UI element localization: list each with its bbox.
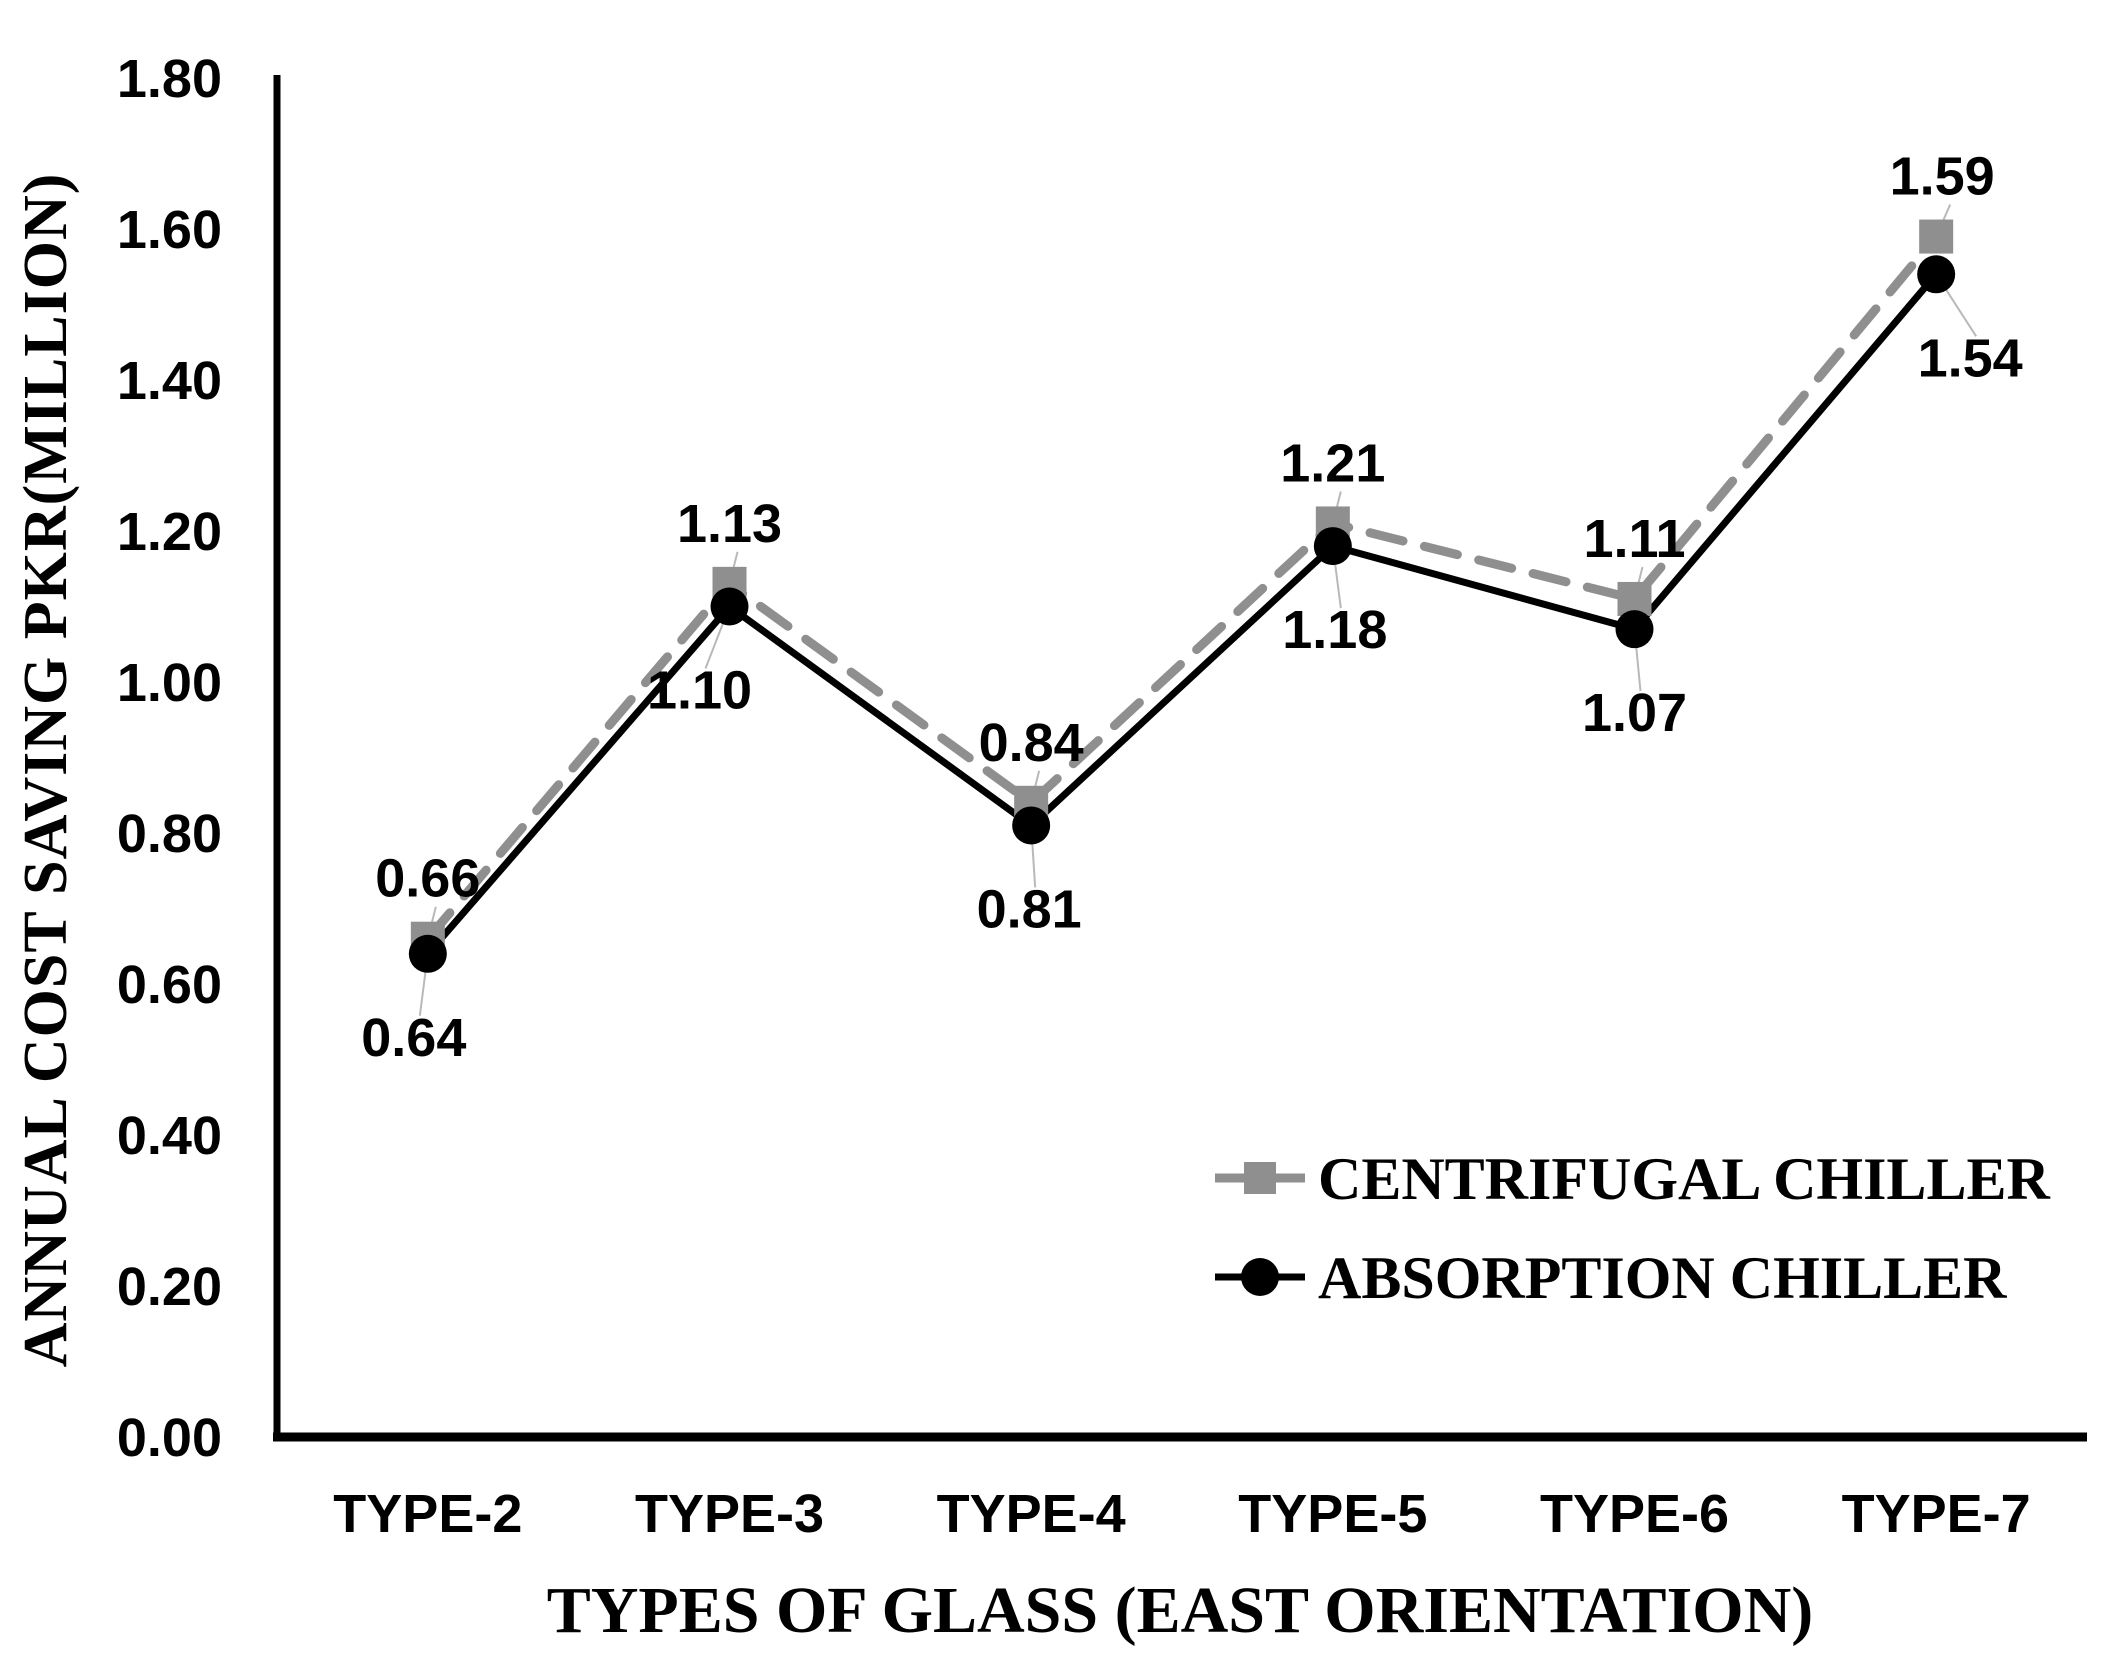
- legend-item-centrifugal-chiller: CENTRIFUGAL CHILLER: [1215, 1146, 2050, 1212]
- data-label: 1.54: [1918, 328, 2023, 388]
- marker-circle: [710, 587, 749, 626]
- y-tick-label: 0.40: [117, 1106, 222, 1166]
- x-tick-label: TYPE-3: [635, 1484, 824, 1544]
- x-axis-title: TYPES OF GLASS (EAST ORIENTATION): [547, 1574, 1814, 1647]
- data-label: 0.64: [361, 1008, 466, 1068]
- marker-circle: [1615, 610, 1654, 649]
- legend-marker-circle: [1241, 1258, 1279, 1296]
- y-axis-title: ANNUAL COST SAVING PKR(MILLION): [12, 173, 80, 1368]
- marker-circle: [408, 934, 447, 973]
- data-label: 1.11: [1583, 509, 1685, 569]
- marker-square: [1919, 219, 1954, 254]
- y-tick-label: 0.60: [117, 955, 222, 1015]
- data-label: 1.21: [1280, 433, 1385, 493]
- x-tick-label: TYPE-6: [1540, 1484, 1729, 1544]
- y-tick-label: 1.20: [117, 502, 222, 562]
- data-label: 0.66: [375, 849, 480, 909]
- data-label: 1.10: [647, 661, 752, 721]
- y-tick-label: 1.00: [117, 653, 222, 713]
- legend-item-label: ABSORPTION CHILLER: [1318, 1245, 2007, 1311]
- data-label: 1.18: [1282, 600, 1387, 660]
- y-tick-label: 1.80: [117, 49, 222, 109]
- series-line-centrifugal-chiller: [423, 232, 1941, 944]
- legend: CENTRIFUGAL CHILLER ABSORPTION CHILLER: [1215, 1146, 2050, 1311]
- plot-area: 0.00 0.20 0.40 0.60 0.80 1.00 1.20 1.40 1.60 1.80…: [117, 49, 2087, 1544]
- y-tick-label: 0.20: [117, 1257, 222, 1317]
- data-label: 0.84: [979, 713, 1084, 773]
- marker-circle: [1313, 527, 1352, 566]
- data-label: 1.07: [1582, 683, 1687, 743]
- legend-item-absorption-chiller: ABSORPTION CHILLER: [1215, 1245, 2007, 1311]
- x-tick-label: TYPE-7: [1842, 1484, 2031, 1544]
- data-label: 1.59: [1890, 147, 1995, 207]
- legend-item-label: CENTRIFUGAL CHILLER: [1318, 1146, 2050, 1212]
- x-tick-label: TYPE-2: [333, 1484, 522, 1544]
- y-tick-label: 0.80: [117, 804, 222, 864]
- y-tick-label: 1.60: [117, 200, 222, 260]
- marker-circle: [1012, 806, 1051, 845]
- x-tick-label: TYPE-4: [937, 1484, 1126, 1544]
- data-label: 1.13: [677, 494, 782, 554]
- legend-marker-square: [1244, 1162, 1276, 1194]
- y-tick-label: 0.00: [117, 1408, 222, 1468]
- x-tick-label: TYPE-5: [1238, 1484, 1427, 1544]
- y-tick-label: 1.40: [117, 351, 222, 411]
- marker-circle: [1917, 255, 1956, 294]
- data-label: 0.81: [977, 879, 1082, 939]
- series-line-absorption-chiller: [424, 270, 1940, 958]
